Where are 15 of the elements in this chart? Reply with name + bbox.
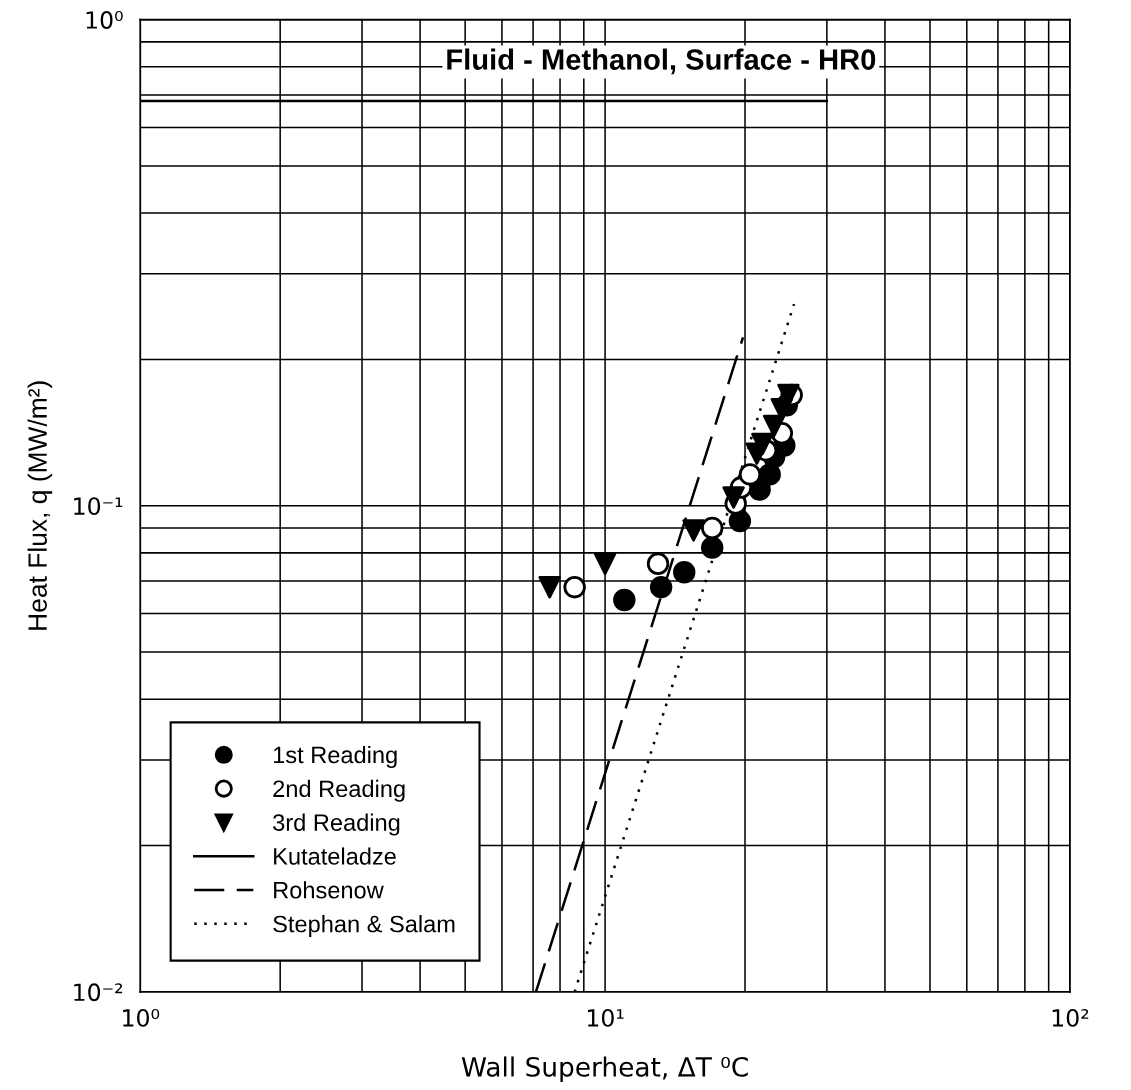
y-axis-title: Heat Flux, q (MW/m²) bbox=[27, 381, 53, 630]
x-tick-label: 10¹ bbox=[587, 1008, 624, 1027]
legend-label: Kutateladze bbox=[274, 847, 396, 865]
x-tick-label: 10² bbox=[1052, 1008, 1089, 1027]
x-axis-title: Wall Superheat, ΔT ⁰C bbox=[461, 1056, 748, 1082]
legend-label: Stephan & Salam bbox=[273, 915, 455, 938]
legend-label: Rohsenow bbox=[274, 881, 384, 899]
x-tick-label: 10⁰ bbox=[123, 1008, 160, 1027]
y-tick-label: 10⁻¹ bbox=[74, 497, 123, 516]
legend-label: 3rd Reading bbox=[273, 813, 400, 836]
text: Fluid - Methanol, Surface - HR0 bbox=[447, 48, 876, 75]
legend-label: 1st Reading bbox=[273, 745, 397, 768]
y-tick-label: 10⁰ bbox=[86, 11, 123, 29]
legend-label: 2nd Reading bbox=[273, 779, 405, 802]
y-tick-label: 10⁻² bbox=[74, 983, 123, 1002]
